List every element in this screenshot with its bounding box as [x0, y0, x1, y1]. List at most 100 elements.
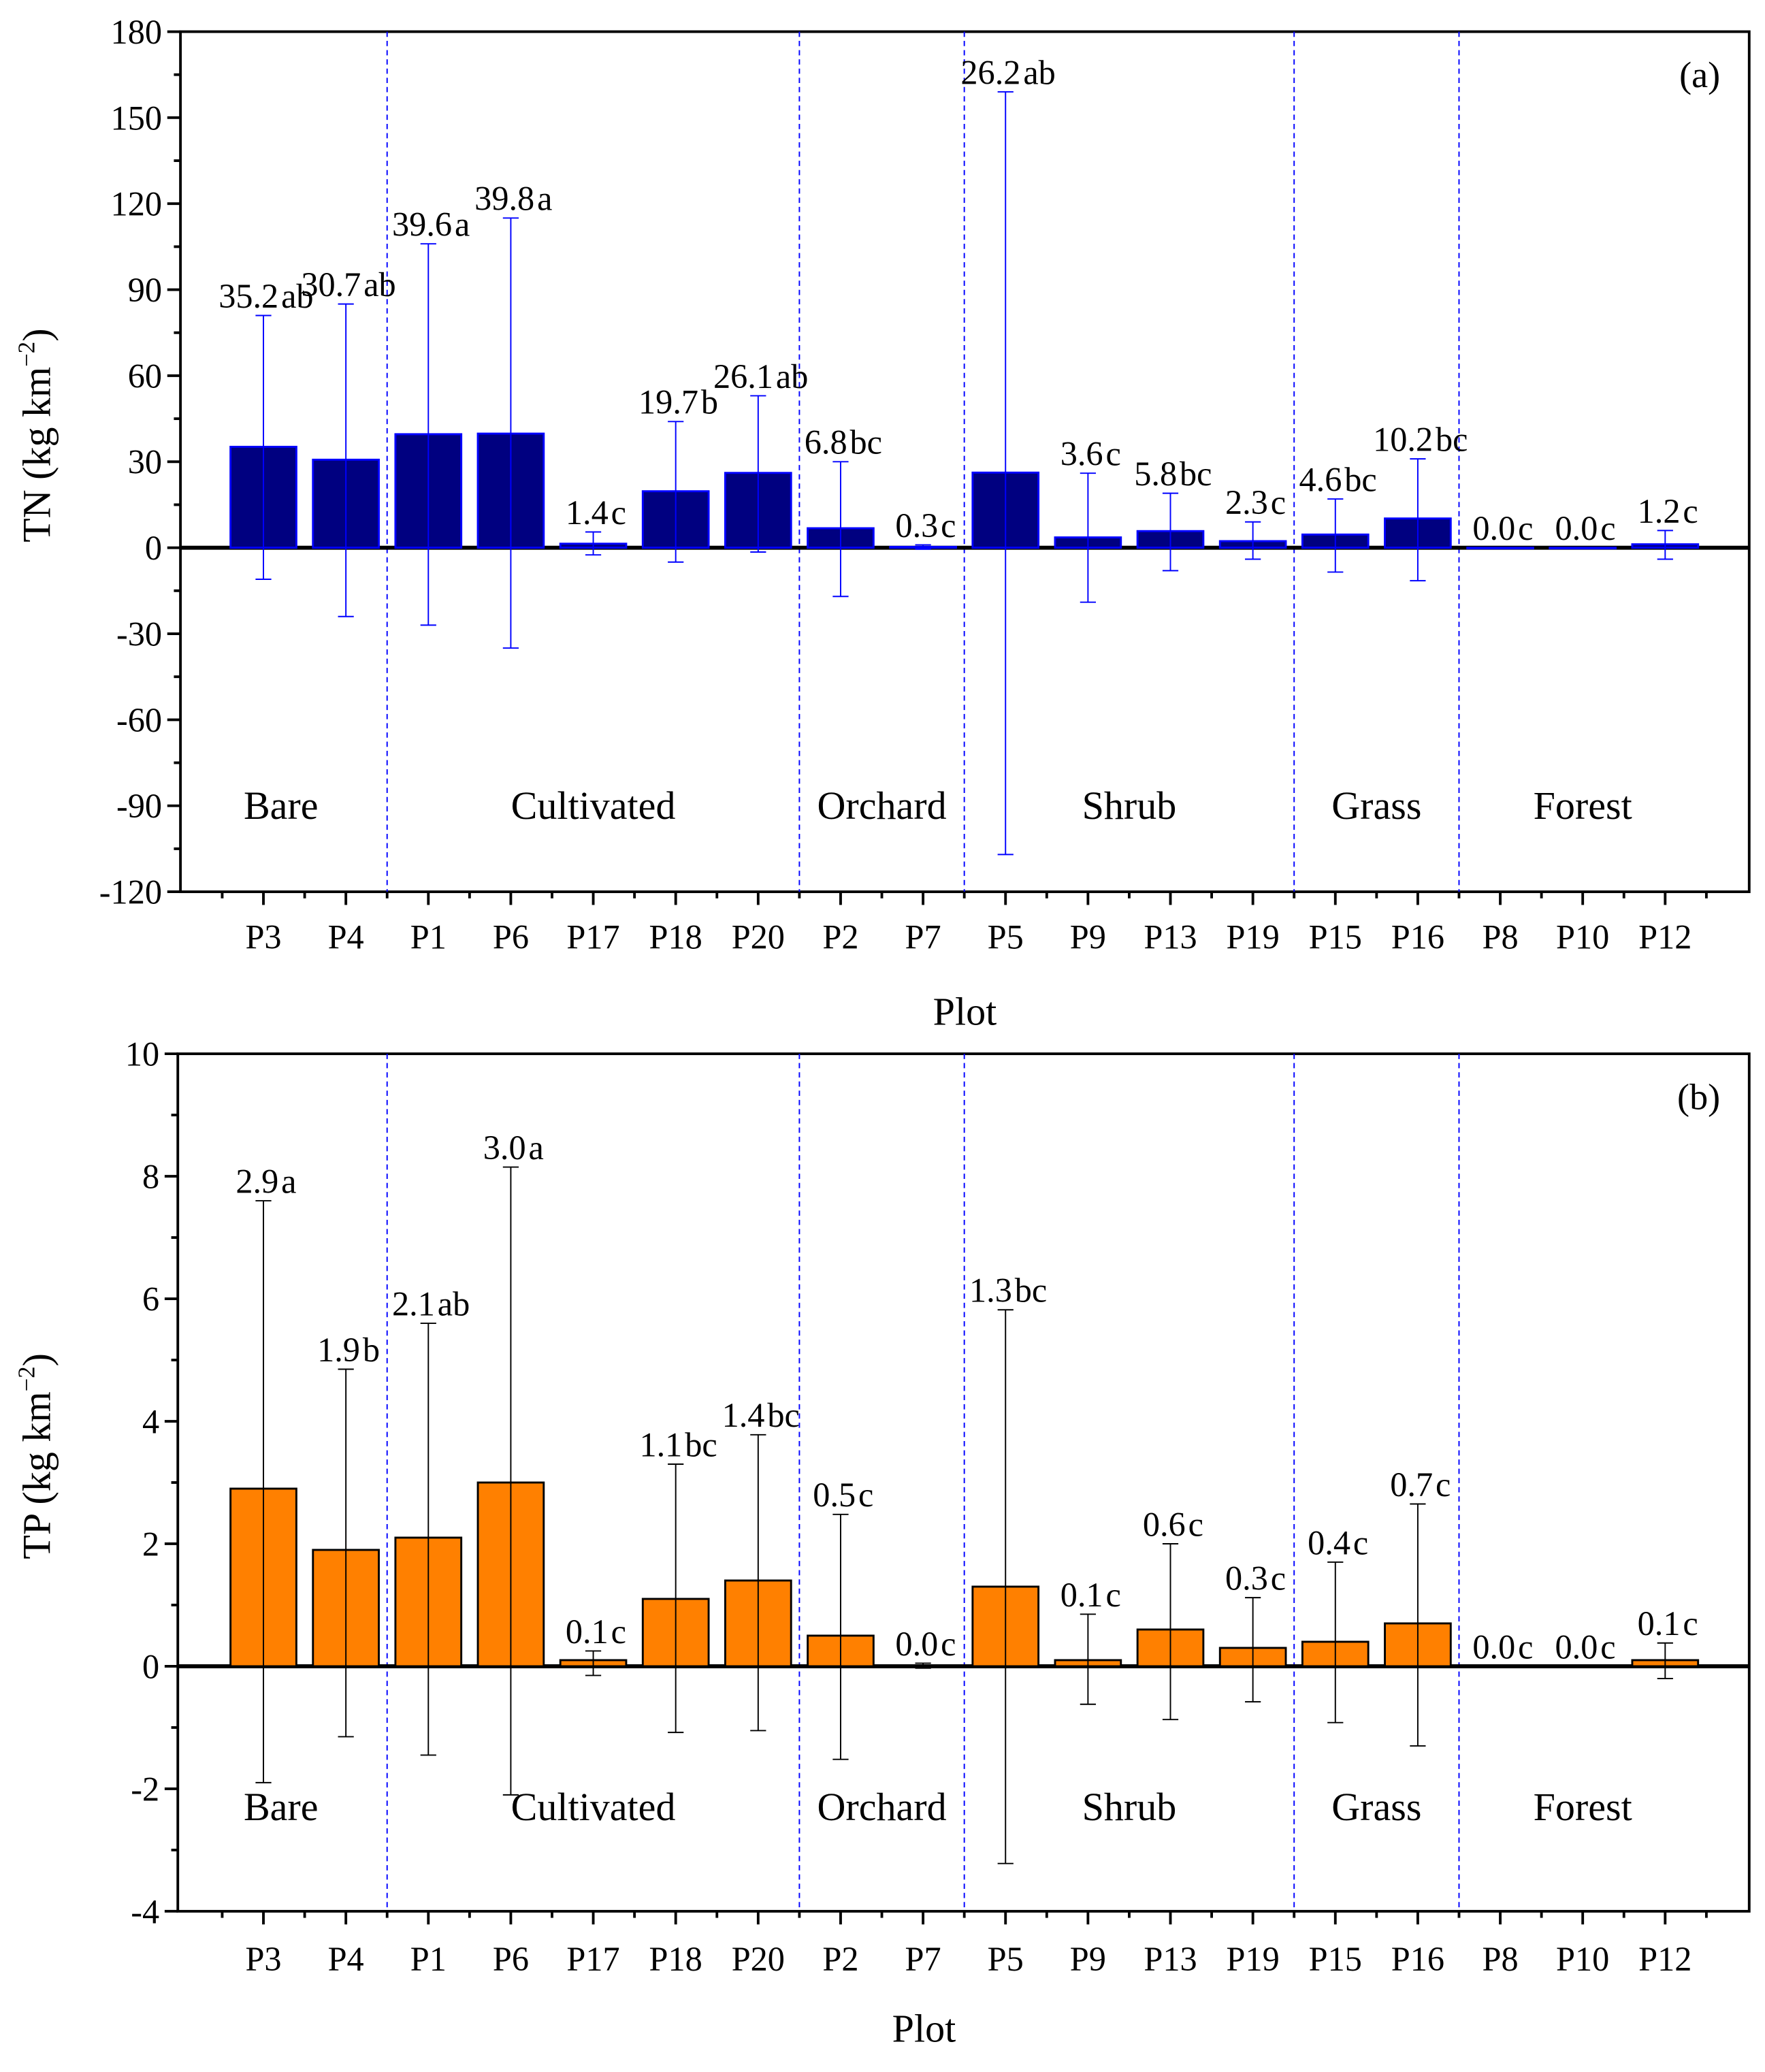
y-tick-label: 2 — [142, 1525, 159, 1563]
x-tick-label: P3 — [245, 1940, 281, 1978]
significance-letter: c — [1436, 1466, 1451, 1504]
significance-letter: c — [1518, 1628, 1533, 1666]
significance-letter: c — [1600, 1628, 1615, 1666]
significance-letter: ab — [776, 357, 808, 395]
data-label: 1.3 bc — [969, 1272, 1047, 1310]
significance-letter: c — [1518, 509, 1533, 547]
data-label: 0.1 c — [566, 1613, 626, 1651]
y-axis-title-main: TP (kg km — [15, 1391, 59, 1559]
significance-letter: c — [941, 1625, 956, 1663]
y-tick-label: 0 — [145, 529, 162, 567]
data-value-label: 0.5 — [813, 1476, 856, 1514]
x-tick-label: P7 — [905, 918, 941, 956]
group-label-forest: Forest — [1534, 783, 1632, 828]
significance-letter: c — [611, 493, 626, 532]
y-tick-label: -120 — [99, 873, 162, 911]
x-tick-label: P10 — [1556, 1940, 1609, 1978]
data-label: 1.4 bc — [722, 1396, 800, 1434]
data-value-label: 1.4 — [722, 1396, 765, 1434]
data-label: 0.3 c — [1225, 1559, 1286, 1598]
x-tick-label: P6 — [493, 1940, 529, 1978]
x-tick-label: P20 — [732, 1940, 785, 1978]
data-label: 10.2 bc — [1373, 420, 1468, 458]
y-tick-label: 60 — [128, 357, 162, 395]
group-label-orchard: Orchard — [817, 783, 946, 828]
data-label: 19.7 b — [638, 383, 718, 421]
y-axis-title: TP (kg km−2) — [13, 1353, 59, 1559]
x-tick-label: P8 — [1482, 1940, 1518, 1978]
data-value-label: 39.6 — [392, 206, 452, 244]
x-axis-title: Plot — [933, 990, 997, 1034]
x-tick-label: P5 — [988, 918, 1024, 956]
data-value-label: 2.9 — [236, 1162, 278, 1200]
data-value-label: 0.6 — [1143, 1505, 1186, 1543]
significance-letter: c — [1271, 483, 1286, 521]
significance-letter: a — [455, 206, 470, 244]
significance-letter: bc — [1180, 455, 1212, 493]
y-tick-label: 0 — [142, 1647, 159, 1685]
data-value-label: 39.8 — [474, 180, 534, 218]
y-axis-title: TN (kg km−2) — [13, 328, 59, 542]
significance-letter: c — [1105, 435, 1120, 473]
x-tick-label: P9 — [1070, 1940, 1106, 1978]
data-value-label: 10.2 — [1373, 420, 1433, 458]
data-label: 4.6 bc — [1299, 460, 1377, 498]
x-tick-label: P10 — [1556, 918, 1609, 956]
data-label: 0.0 c — [1472, 1628, 1533, 1666]
group-label-bare: Bare — [244, 783, 319, 828]
group-label-grass: Grass — [1331, 783, 1421, 828]
significance-letter: a — [281, 1162, 296, 1200]
significance-letter: bc — [1344, 460, 1376, 498]
y-axis-title-close: ) — [15, 1353, 59, 1366]
data-value-label: 0.0 — [1472, 509, 1515, 547]
data-value-label: 0.0 — [1555, 509, 1598, 547]
data-value-label: 3.6 — [1060, 435, 1103, 473]
data-value-label: 1.9 — [317, 1331, 360, 1369]
data-label: 0.5 c — [813, 1476, 873, 1514]
panel-label: (b) — [1677, 1076, 1720, 1117]
x-tick-label: P8 — [1482, 918, 1518, 956]
y-tick-label: 150 — [111, 99, 162, 137]
y-tick-label: 4 — [142, 1402, 159, 1440]
significance-letter: b — [701, 383, 718, 421]
data-label: 0.3 c — [895, 506, 956, 545]
y-tick-label: -90 — [116, 787, 162, 825]
data-label: 1.4 c — [566, 493, 626, 532]
group-label-shrub: Shrub — [1082, 1785, 1177, 1829]
group-label-cultivated: Cultivated — [511, 1785, 676, 1829]
y-tick-label: -4 — [131, 1892, 159, 1930]
significance-letter: c — [1105, 1576, 1120, 1614]
data-value-label: 1.1 — [639, 1425, 682, 1463]
data-label: 0.4 c — [1308, 1523, 1368, 1561]
x-tick-label: P2 — [822, 918, 858, 956]
data-value-label: 35.2 — [218, 277, 278, 315]
significance-letter: c — [941, 506, 956, 545]
x-tick-label: P1 — [410, 1940, 447, 1978]
data-label: 39.8 a — [474, 180, 552, 218]
x-tick-label: P12 — [1638, 1940, 1691, 1978]
data-value-label: 6.8 — [805, 423, 847, 462]
data-value-label: 0.0 — [895, 1625, 938, 1663]
x-tick-label: P17 — [566, 1940, 619, 1978]
significance-letter: a — [537, 180, 552, 218]
y-tick-label: -2 — [131, 1770, 159, 1808]
x-tick-label: P5 — [988, 1940, 1024, 1978]
x-tick-label: P20 — [732, 918, 785, 956]
y-tick-label: 30 — [128, 443, 162, 481]
group-label-orchard: Orchard — [817, 1785, 946, 1829]
data-value-label: 0.0 — [1472, 1628, 1515, 1666]
significance-letter: ab — [281, 277, 313, 315]
significance-letter: bc — [849, 423, 881, 462]
data-value-label: 19.7 — [638, 383, 698, 421]
group-label-bare: Bare — [244, 1785, 319, 1829]
data-value-label: 1.3 — [969, 1272, 1012, 1310]
data-value-label: 26.2 — [960, 53, 1020, 91]
x-tick-label: P15 — [1309, 1940, 1362, 1978]
significance-letter: c — [858, 1476, 873, 1514]
y-tick-label: -60 — [116, 701, 162, 739]
significance-letter: c — [1683, 1604, 1698, 1642]
x-tick-label: P6 — [493, 918, 529, 956]
group-label-forest: Forest — [1534, 1785, 1632, 1829]
